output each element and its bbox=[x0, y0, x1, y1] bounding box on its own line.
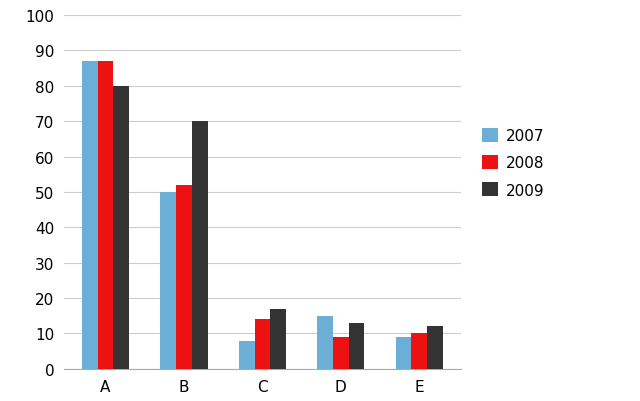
Bar bbox=[412, 334, 427, 369]
Bar bbox=[427, 326, 443, 369]
Bar bbox=[270, 309, 286, 369]
Bar bbox=[82, 62, 98, 369]
Bar bbox=[98, 62, 113, 369]
Legend: 2007, 2008, 2009: 2007, 2008, 2009 bbox=[476, 122, 550, 204]
Bar bbox=[239, 341, 255, 369]
Bar bbox=[176, 185, 192, 369]
Bar bbox=[255, 320, 270, 369]
Bar bbox=[317, 316, 333, 369]
Bar bbox=[333, 337, 349, 369]
Bar bbox=[396, 337, 412, 369]
Bar bbox=[113, 87, 129, 369]
Bar bbox=[161, 192, 176, 369]
Bar bbox=[349, 323, 364, 369]
Bar bbox=[192, 122, 207, 369]
